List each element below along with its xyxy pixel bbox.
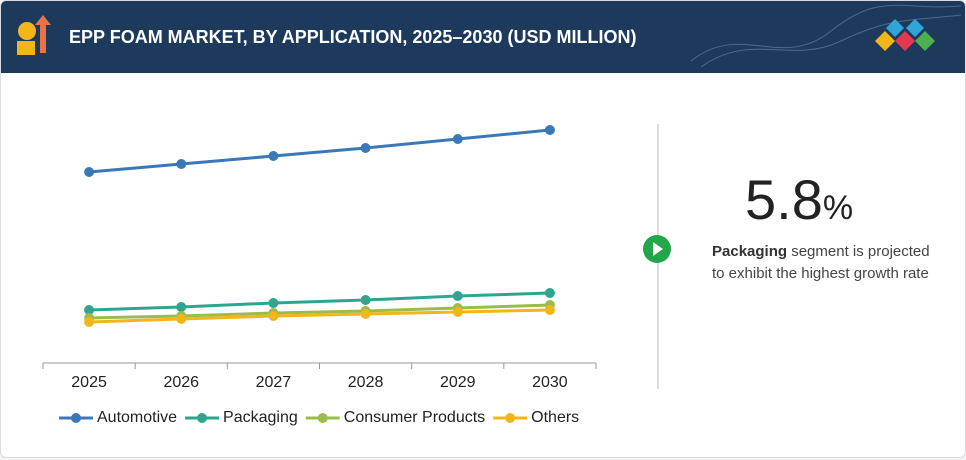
legend-swatch-dot <box>505 413 516 423</box>
data-point <box>84 317 95 327</box>
data-point <box>544 125 555 135</box>
legend-label: Packaging <box>223 409 298 426</box>
callout-value: 5.8% <box>745 167 853 232</box>
data-point <box>176 302 187 312</box>
data-point <box>84 167 95 177</box>
x-tick-label: 2028 <box>348 374 384 391</box>
series-line <box>89 303 550 320</box>
data-point <box>360 309 371 319</box>
header: EPP FOAM MARKET, BY APPLICATION, 2025–20… <box>1 1 965 73</box>
x-tick-label: 2025 <box>71 374 107 391</box>
callout-text: Packaging segment is projected to exhibi… <box>712 241 942 285</box>
x-tick-label: 2030 <box>532 374 568 391</box>
legend-label: Others <box>531 409 579 426</box>
series-line <box>88 128 551 174</box>
callout-number: 5.8 <box>745 168 823 231</box>
series-line <box>89 291 550 312</box>
callout-highlight: Packaging <box>712 243 788 260</box>
title: EPP FOAM MARKET, BY APPLICATION, 2025–20… <box>69 27 637 47</box>
data-point <box>544 305 555 315</box>
data-point <box>268 298 279 308</box>
legend-label: Consumer Products <box>344 409 485 426</box>
data-point <box>268 151 279 161</box>
series-line <box>89 308 550 324</box>
data-point <box>452 307 463 317</box>
data-point <box>176 314 187 324</box>
legend-swatch-dot <box>71 413 81 423</box>
data-point <box>84 305 95 315</box>
data-point <box>360 143 371 153</box>
arrow-icon-glyph <box>653 242 663 256</box>
x-tick-label: 2029 <box>440 374 476 391</box>
callout-unit: % <box>822 189 854 227</box>
legend-swatch-dot <box>197 413 208 423</box>
data-point <box>176 159 187 169</box>
x-tick-label: 2027 <box>256 374 292 391</box>
data-point <box>452 291 463 301</box>
data-point <box>544 288 555 298</box>
legend-swatch-dot <box>317 413 328 423</box>
header-decor <box>17 4 962 68</box>
data-point <box>360 295 371 305</box>
data-point <box>452 134 463 144</box>
data-point <box>268 311 279 321</box>
x-tick-label: 2026 <box>163 374 199 391</box>
callout-desc: segment is projected to exhibit the high… <box>712 243 930 282</box>
legend-label: Automotive <box>97 409 177 426</box>
